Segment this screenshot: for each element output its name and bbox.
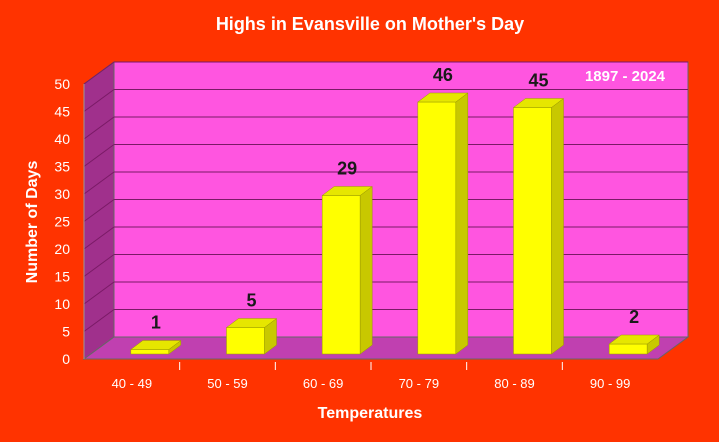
y-tick-label: 45 (54, 104, 70, 120)
gridline-side (83, 61, 115, 85)
bar-top (512, 98, 565, 108)
bar-front (321, 195, 361, 355)
bar-side (455, 92, 469, 355)
gridline-side (83, 144, 115, 167)
gridline-side (83, 254, 115, 277)
y-tick-label: 15 (54, 269, 70, 285)
x-tick-label: 50 - 59 (207, 376, 247, 391)
data-label: 2 (629, 307, 639, 327)
bar-front (513, 107, 552, 355)
data-label: 5 (246, 291, 256, 311)
bar-top (225, 318, 278, 328)
chart-title: Highs in Evansville on Mother's Day (216, 14, 524, 34)
y-axis-label: Number of Days (24, 161, 41, 284)
y-tick-label: 40 (54, 131, 70, 147)
bar-top (417, 92, 469, 103)
data-label: 46 (433, 65, 453, 85)
x-axis-label: Temperatures (318, 405, 423, 422)
gridline-side (83, 309, 115, 332)
gridline-side (83, 199, 115, 222)
plot-walls (82, 61, 690, 360)
bar (512, 98, 565, 355)
x-tick-label: 40 - 49 (112, 376, 152, 391)
bar (417, 92, 469, 355)
bar-side (359, 186, 373, 355)
x-tick-label: 90 - 99 (590, 376, 630, 391)
x-tick-label: 60 - 69 (303, 376, 343, 391)
data-label: 45 (528, 71, 548, 91)
y-tick-label: 50 (54, 76, 70, 92)
y-tick-label: 20 (54, 241, 70, 257)
y-tick-label: 35 (54, 159, 70, 175)
bar (225, 318, 278, 355)
gridlines (83, 61, 688, 332)
gridline-side (83, 281, 115, 305)
gridline-side (83, 89, 115, 112)
x-tick-label: 70 - 79 (399, 376, 439, 391)
y-tick-label: 10 (54, 296, 70, 312)
bar-front (417, 101, 457, 355)
x-axis-ticks: 40 - 49 50 - 59 60 - 69 70 - 79 80 - 89 90 - … (112, 362, 630, 391)
bars (130, 92, 660, 355)
bar-top (321, 186, 373, 196)
bar-top (608, 334, 660, 345)
y-tick-label: 25 (54, 214, 70, 230)
bar-top (130, 340, 182, 350)
bar-front (226, 327, 265, 355)
chart-subtitle: 1897 - 2024 (585, 68, 666, 85)
y-axis-ticks: 0 5 10 15 20 25 30 35 40 45 50 (54, 76, 85, 367)
data-label: 29 (337, 159, 357, 179)
y-tick-label: 30 (54, 186, 70, 202)
gridline-side (83, 171, 115, 195)
gridline-side (83, 116, 115, 140)
bar (130, 340, 182, 355)
bar-side (551, 98, 564, 355)
bar (608, 334, 660, 355)
y-tick-label: 0 (62, 351, 70, 367)
bar (321, 186, 373, 355)
x-tick-label: 80 - 89 (494, 376, 534, 391)
data-labels: 1 5 29 46 45 2 (151, 65, 639, 333)
y-tick-label: 5 (62, 324, 70, 340)
bar-front (608, 343, 648, 355)
gridline-side (83, 226, 115, 250)
data-label: 1 (151, 313, 161, 333)
bar-front (130, 349, 170, 355)
